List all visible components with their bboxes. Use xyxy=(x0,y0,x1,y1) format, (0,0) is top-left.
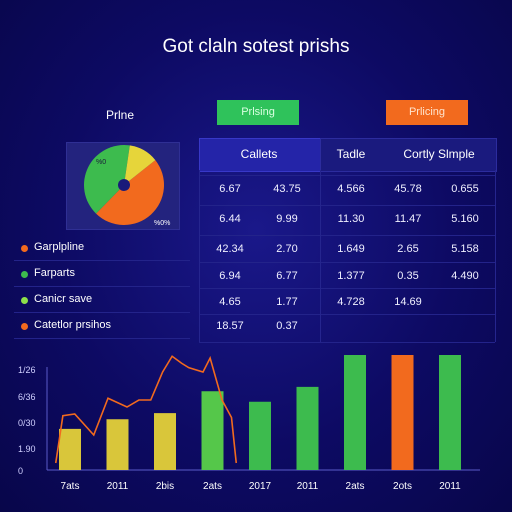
y-tick-label: 6/36 xyxy=(18,392,36,402)
table-cell: 4.490 xyxy=(451,270,479,282)
pie-chart: %0 %0% xyxy=(84,145,170,227)
pie-label: %0 xyxy=(96,159,106,166)
pie-slice xyxy=(96,160,165,226)
table-cell: 6.67 xyxy=(219,183,241,195)
bar xyxy=(154,413,176,470)
table-grid-line xyxy=(199,175,495,176)
bar-chart xyxy=(46,355,480,471)
table-grid-line xyxy=(199,235,495,236)
table-cell: 6.44 xyxy=(219,213,241,225)
table-cell: 1.377 xyxy=(337,270,365,282)
table-cell: 6.94 xyxy=(219,270,241,282)
y-tick-label: 0/30 xyxy=(18,418,36,428)
x-tick-label: 2011 xyxy=(439,481,461,492)
legend-label: Catetlor prsihos xyxy=(34,319,112,331)
table-cell: 42.34 xyxy=(216,243,244,255)
table-cell: 1.649 xyxy=(337,243,365,255)
table-cell: 14.69 xyxy=(394,296,422,308)
legend-swatch xyxy=(21,297,28,304)
table-cell: 2.70 xyxy=(276,243,298,255)
table-header-left xyxy=(199,138,321,172)
table-cell: 4.65 xyxy=(219,296,241,308)
table-cell: 9.99 xyxy=(276,213,298,225)
table-cell: 1.77 xyxy=(276,296,298,308)
table-cell: 5.160 xyxy=(451,213,479,225)
bar xyxy=(296,386,319,470)
table-cell: 11.30 xyxy=(337,213,365,225)
legend-swatch xyxy=(21,323,28,330)
table-grid-line xyxy=(199,288,495,289)
legend-item: Catetlor prsihos xyxy=(14,316,190,339)
table-cell: 11.47 xyxy=(394,213,422,225)
table-cell: 18.57 xyxy=(216,320,244,332)
y-tick-label: 1.90 xyxy=(18,444,36,454)
table-cell: 0.37 xyxy=(276,320,298,332)
table-cell: 0.35 xyxy=(397,270,419,282)
legend-label: Farparts xyxy=(34,267,75,279)
x-tick-label: 7ats xyxy=(60,481,80,492)
table-header-right xyxy=(320,138,497,172)
legend-item: Garplpline xyxy=(14,238,190,261)
line-series xyxy=(54,355,238,464)
bar xyxy=(201,391,224,470)
pricing-tab-orange[interactable]: Prlicing xyxy=(386,100,468,125)
table-cell: 4.566 xyxy=(337,183,365,195)
x-tick-label: 2ats xyxy=(345,481,365,492)
table-header-cortly-simple: Cortly Slmple xyxy=(403,147,475,161)
y-tick-label: 1/26 xyxy=(18,365,36,375)
x-tick-label: 2011 xyxy=(296,481,319,492)
table-grid-line xyxy=(199,205,495,206)
table-cell: 5.158 xyxy=(451,243,479,255)
x-tick-label: 2ots xyxy=(393,481,412,492)
bar xyxy=(59,428,81,470)
table-grid-line xyxy=(199,342,495,343)
table-grid-line xyxy=(199,314,495,315)
x-tick-label: 2017 xyxy=(248,481,272,492)
table-grid-line xyxy=(199,262,495,263)
pie-panel: %0 %0% xyxy=(66,142,180,230)
y-tick-label: 0 xyxy=(18,466,24,476)
legend-swatch xyxy=(21,245,28,252)
table-divider xyxy=(495,170,496,342)
table-divider xyxy=(320,170,321,342)
legend-item: Farparts xyxy=(14,264,190,287)
pie-slice xyxy=(124,145,156,185)
table-cell: 0.655 xyxy=(451,183,479,195)
prize-label: Prlne xyxy=(106,108,135,122)
table-cell: 45.78 xyxy=(394,183,422,195)
table-header-tadle: Tadle xyxy=(336,147,366,161)
pie-slice xyxy=(84,145,130,214)
table-header-callets: Callets xyxy=(240,147,278,161)
legend-swatch xyxy=(21,271,28,278)
x-tick-label: 2ats xyxy=(203,481,222,492)
pie-center xyxy=(118,179,130,191)
x-tick-label: 2bis xyxy=(155,481,175,492)
table-cell: 6.77 xyxy=(276,270,298,282)
table-cell: 2.65 xyxy=(397,243,419,255)
legend-label: Canicr save xyxy=(34,293,93,305)
bar xyxy=(106,419,129,470)
table-cell: 43.75 xyxy=(273,183,301,195)
pie-label: %0% xyxy=(154,220,170,227)
bar xyxy=(391,355,414,470)
table-divider xyxy=(199,170,200,342)
bar xyxy=(344,355,366,470)
bar xyxy=(249,401,271,470)
legend-item: Canicr save xyxy=(14,290,190,313)
bar xyxy=(439,355,461,470)
page-title: Got claln sotest prishs xyxy=(162,36,350,57)
table-cell: 4.728 xyxy=(337,296,365,308)
x-tick-label: 2011 xyxy=(106,481,129,492)
legend-label: Garplpline xyxy=(34,241,85,253)
pricing-tab-green[interactable]: Prlsing xyxy=(217,100,299,125)
